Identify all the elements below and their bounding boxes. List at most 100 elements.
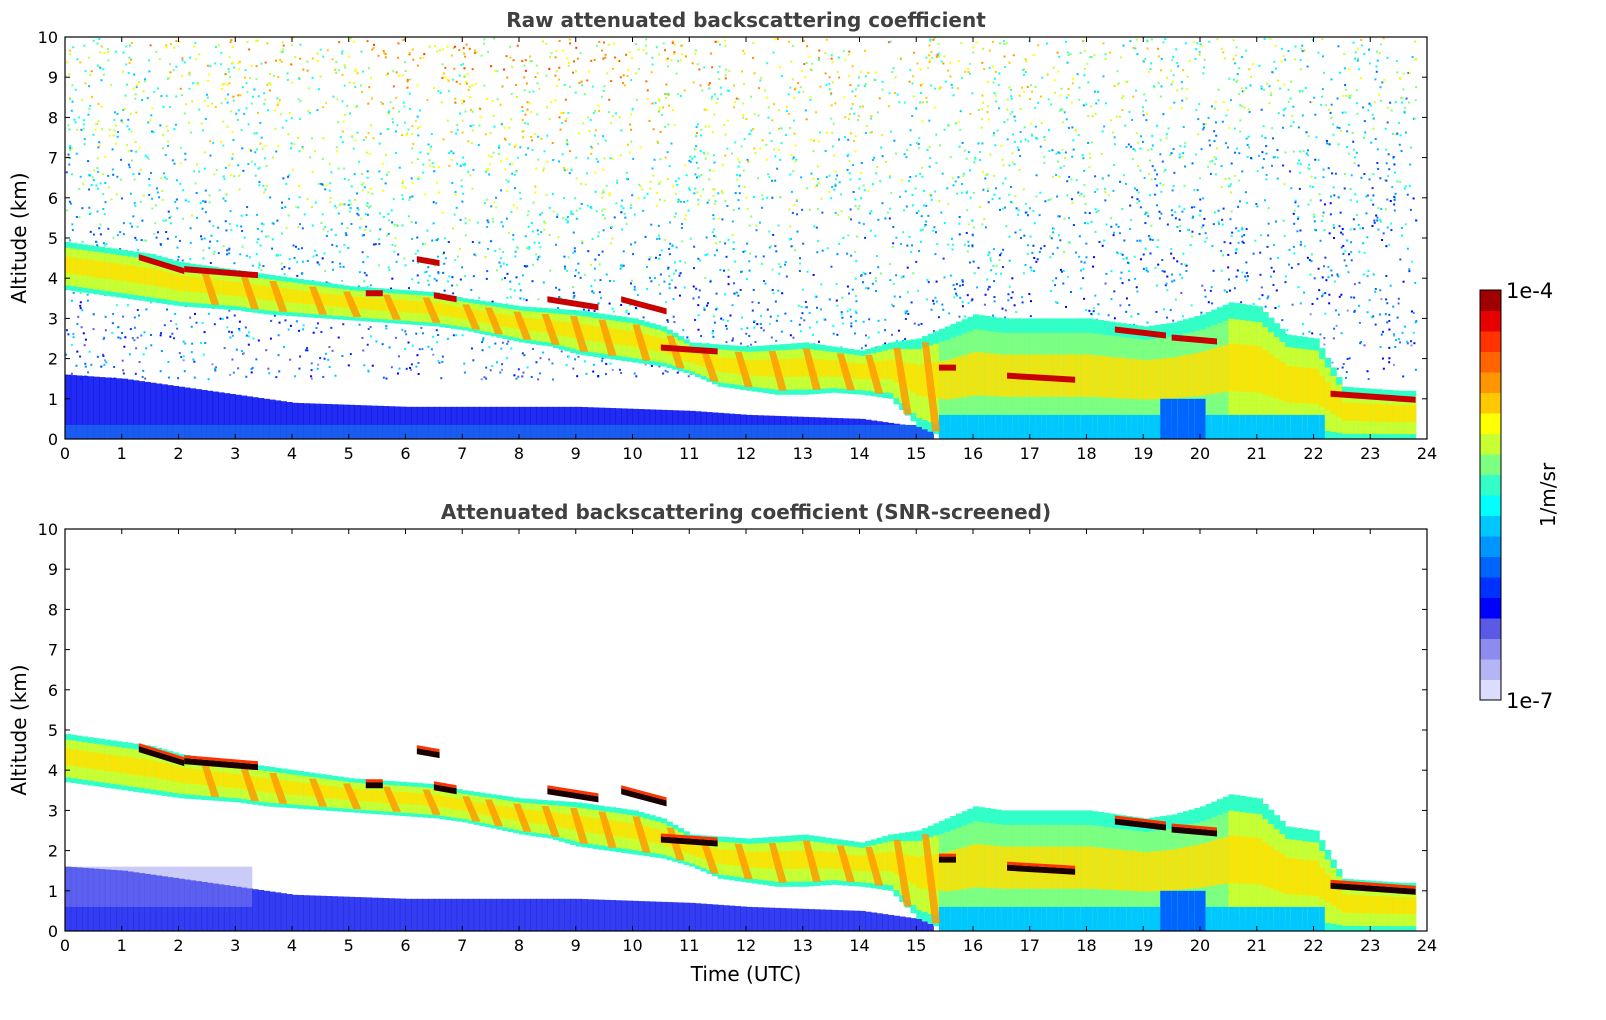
noise-pixel — [272, 222, 275, 225]
noise-pixel — [212, 225, 215, 228]
noise-pixel — [501, 225, 504, 228]
noise-pixel — [1301, 323, 1304, 326]
noise-pixel — [1179, 229, 1182, 232]
noise-pixel — [1166, 289, 1169, 292]
noise-pixel — [1341, 233, 1344, 236]
noise-pixel — [99, 223, 102, 226]
noise-pixel — [1388, 346, 1391, 349]
noise-pixel — [598, 291, 601, 294]
noise-pixel — [1166, 223, 1169, 226]
noise-pixel — [518, 282, 521, 285]
noise-pixel — [1389, 199, 1392, 202]
noise-pixel — [558, 40, 561, 43]
noise-pixel — [1112, 189, 1115, 192]
noise-pixel — [808, 326, 811, 329]
noise-pixel — [438, 49, 441, 52]
noise-pixel — [1003, 206, 1006, 209]
noise-pixel — [785, 275, 788, 278]
noise-pixel — [500, 221, 503, 224]
noise-pixel — [149, 119, 152, 122]
noise-pixel — [937, 42, 940, 45]
noise-pixel — [752, 288, 755, 291]
noise-pixel — [921, 228, 924, 231]
noise-pixel — [592, 112, 595, 115]
noise-pixel — [1299, 229, 1302, 232]
noise-pixel — [394, 130, 397, 133]
noise-pixel — [486, 198, 489, 201]
noise-pixel — [696, 191, 699, 194]
noise-pixel — [129, 112, 132, 115]
noise-pixel — [854, 251, 857, 254]
noise-pixel — [387, 232, 390, 235]
noise-pixel — [1404, 223, 1407, 226]
noise-pixel — [72, 46, 75, 49]
noise-pixel — [281, 268, 284, 271]
noise-pixel — [854, 198, 857, 201]
noise-pixel — [1226, 291, 1229, 294]
noise-pixel — [123, 107, 126, 110]
noise-pixel — [780, 75, 783, 78]
noise-pixel — [583, 273, 586, 276]
noise-pixel — [932, 299, 935, 302]
noise-pixel — [1194, 58, 1197, 61]
noise-pixel — [777, 149, 780, 152]
noise-pixel — [1037, 101, 1040, 104]
noise-pixel — [242, 352, 245, 355]
noise-pixel — [1060, 87, 1063, 90]
noise-pixel — [513, 289, 516, 292]
noise-pixel — [711, 231, 714, 234]
noise-pixel — [212, 142, 215, 145]
noise-pixel — [91, 96, 94, 99]
noise-pixel — [122, 222, 125, 225]
noise-pixel — [1203, 217, 1206, 220]
noise-pixel — [981, 142, 984, 145]
noise-pixel — [1069, 291, 1072, 294]
noise-pixel — [995, 272, 998, 275]
noise-pixel — [122, 233, 125, 236]
noise-pixel — [1022, 272, 1025, 275]
noise-pixel — [869, 131, 872, 134]
noise-pixel — [512, 59, 515, 62]
noise-pixel — [207, 378, 210, 381]
noise-pixel — [1341, 366, 1344, 369]
noise-pixel — [107, 227, 110, 230]
noise-pixel — [548, 206, 551, 209]
noise-pixel — [779, 196, 782, 199]
noise-pixel — [388, 346, 391, 349]
noise-pixel — [1172, 319, 1175, 322]
noise-pixel — [1024, 71, 1027, 74]
noise-pixel — [69, 49, 72, 52]
noise-pixel — [153, 90, 156, 93]
noise-pixel — [1379, 289, 1382, 292]
noise-pixel — [988, 49, 991, 52]
noise-pixel — [1179, 145, 1182, 148]
noise-pixel — [1264, 305, 1267, 308]
noise-pixel — [592, 370, 595, 373]
noise-pixel — [251, 366, 254, 369]
noise-pixel — [287, 214, 290, 217]
noise-pixel — [427, 143, 430, 146]
noise-pixel — [248, 256, 251, 259]
noise-pixel — [673, 216, 676, 219]
noise-pixel — [692, 297, 695, 300]
noise-pixel — [1040, 122, 1043, 125]
noise-pixel — [1323, 343, 1326, 346]
noise-pixel — [135, 111, 138, 114]
noise-pixel — [1183, 145, 1186, 148]
noise-pixel — [1190, 304, 1193, 307]
noise-pixel — [510, 211, 513, 214]
noise-pixel — [844, 116, 847, 119]
noise-pixel — [1150, 224, 1153, 227]
noise-pixel — [1334, 172, 1337, 175]
noise-pixel — [1145, 119, 1148, 122]
noise-pixel — [828, 191, 831, 194]
noise-pixel — [565, 117, 568, 120]
noise-pixel — [784, 312, 787, 315]
noise-pixel — [431, 161, 434, 164]
noise-pixel — [90, 70, 93, 73]
noise-pixel — [541, 211, 544, 214]
noise-pixel — [65, 171, 68, 174]
noise-pixel — [879, 272, 882, 275]
noise-pixel — [203, 167, 206, 170]
noise-pixel — [1343, 187, 1346, 190]
